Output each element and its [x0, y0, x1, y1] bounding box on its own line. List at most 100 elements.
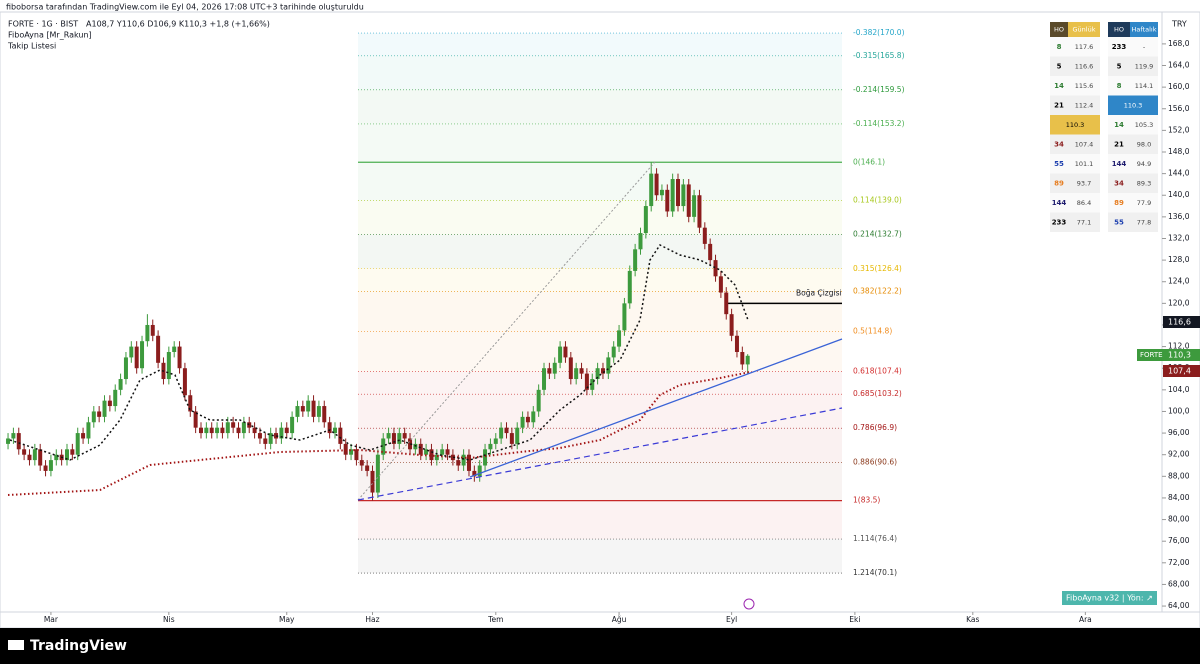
candle-body — [445, 449, 450, 455]
candle-body — [300, 406, 305, 412]
candle-body — [86, 422, 91, 439]
fib-diagonal — [357, 161, 656, 501]
table-ho: 21 — [1114, 140, 1124, 148]
candle-body — [54, 454, 59, 461]
symbol-tag — [1137, 349, 1163, 361]
table-value: 110.3 — [1066, 121, 1085, 129]
candle-body — [279, 427, 284, 439]
candle-body — [252, 427, 257, 434]
y-tick-label: 136,0 — [1168, 212, 1190, 221]
candle-body — [434, 454, 439, 461]
table-ho: 34 — [1114, 179, 1124, 187]
y-tick-label: 148,0 — [1168, 147, 1190, 156]
price-tag-text: 110,3 — [1168, 351, 1191, 360]
candle-body — [370, 470, 375, 493]
table-row — [1108, 154, 1158, 174]
x-tick-label: Haz — [365, 615, 379, 624]
candle-body — [381, 438, 386, 455]
y-tick-label: 68,00 — [1168, 579, 1190, 588]
candle-body — [134, 346, 139, 369]
candle-body — [193, 411, 198, 428]
event-icon[interactable] — [743, 598, 755, 610]
table-header-cell — [1068, 22, 1100, 37]
fib-label: 0.618(107.4) — [853, 366, 902, 375]
table-ho: 14 — [1054, 82, 1064, 90]
candle-body — [531, 411, 536, 423]
logo: TradingView — [30, 638, 127, 654]
table-ho: 8 — [1117, 82, 1122, 90]
candle-body — [247, 422, 252, 428]
y-tick-label: 80,00 — [1168, 515, 1190, 524]
plot: 168,0 164,0 160,0 156,0 152,0 148,0 144,0 140,0… — [6, 28, 1190, 624]
table-header: Günlük — [1073, 26, 1096, 34]
table-row — [1050, 134, 1100, 154]
table-row — [1050, 95, 1100, 115]
candle-body — [515, 427, 520, 444]
table-header: Haftalık — [1132, 26, 1157, 34]
candle-body — [102, 400, 107, 417]
fib-label: 0(146.1) — [853, 157, 885, 166]
candle-body — [633, 249, 638, 271]
table-ho: 14 — [1114, 121, 1124, 129]
candle-body — [391, 433, 396, 444]
candle-body — [466, 454, 471, 471]
candle-body — [724, 292, 729, 315]
candle-body — [584, 373, 589, 390]
candle-body — [643, 206, 648, 234]
candle-body — [734, 335, 739, 352]
candle-body — [552, 362, 557, 374]
candle-body — [198, 427, 203, 434]
table-value: 93.7 — [1077, 179, 1091, 187]
table-header-cell — [1108, 22, 1130, 37]
table-row — [1050, 193, 1100, 213]
fib-band — [358, 123, 842, 163]
candle-body — [697, 195, 702, 228]
badge — [1062, 591, 1157, 605]
table-row — [1108, 193, 1158, 213]
fib-band — [358, 394, 842, 429]
candle-body — [38, 449, 43, 466]
price-tag-text: 116,6 — [1168, 318, 1191, 327]
table-value: 116.6 — [1075, 62, 1094, 70]
currency: TRY — [1171, 20, 1187, 29]
table-header-cell — [1050, 22, 1068, 37]
candle-body — [268, 433, 273, 444]
highlight-cell — [1108, 95, 1158, 115]
fib-label: 0.5(114.8) — [853, 326, 892, 335]
candle-body — [177, 346, 182, 369]
candle-body — [316, 406, 321, 417]
candle-body — [745, 355, 750, 365]
candle-body — [263, 438, 268, 444]
fib-band — [358, 500, 842, 540]
y-tick-label: 124,0 — [1168, 277, 1190, 286]
candle-body — [97, 411, 102, 417]
table-row — [1050, 37, 1100, 57]
fib-label: 0.786(96.9) — [853, 423, 897, 432]
candle-body — [659, 189, 664, 196]
table-value: 119.9 — [1135, 62, 1154, 70]
indicator-table: HO Günlük HO Haftalık 8 117.6 5 116.6 14 115.6 21 1… — [1050, 22, 1158, 232]
top-caption: fiboborsa tarafından TradingView.com ile… — [6, 3, 364, 12]
candle-body — [257, 433, 262, 439]
candle-body — [649, 173, 654, 207]
table-value: 105.3 — [1135, 121, 1154, 129]
candle-body — [182, 368, 187, 396]
candle-body — [236, 427, 241, 434]
fib-label: 1.214(70.1) — [853, 568, 897, 577]
table-value: 86.4 — [1077, 199, 1091, 207]
candle-body — [708, 243, 713, 261]
x-tick-label: May — [279, 615, 295, 624]
fib-band — [358, 33, 842, 56]
ohlc: A108,7 Y110,6 D106,9 K110,3 +1,8 (+1,66%… — [86, 20, 270, 29]
fib-label: 0.685(103.2) — [853, 389, 902, 398]
candle-body — [16, 433, 21, 450]
candle-body — [365, 465, 370, 471]
table-row — [1050, 212, 1100, 232]
candle-body — [225, 422, 230, 434]
table-row — [1108, 212, 1158, 232]
table-ho: 233 — [1052, 218, 1067, 226]
x-tick-label: Eki — [849, 615, 860, 624]
candle-body — [156, 335, 161, 363]
candle-body — [107, 400, 112, 407]
